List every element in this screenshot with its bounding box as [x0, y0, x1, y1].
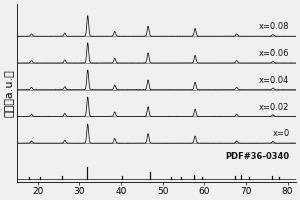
Text: x=0.04: x=0.04: [259, 76, 290, 85]
Text: x=0.06: x=0.06: [259, 49, 290, 58]
Y-axis label: 强度（a.u.）: 强度（a.u.）: [4, 69, 14, 117]
Text: x=0.02: x=0.02: [259, 103, 290, 112]
Text: PDF#36-0340: PDF#36-0340: [226, 152, 290, 161]
Text: x=0: x=0: [272, 129, 290, 138]
Text: x=0.08: x=0.08: [259, 22, 290, 31]
